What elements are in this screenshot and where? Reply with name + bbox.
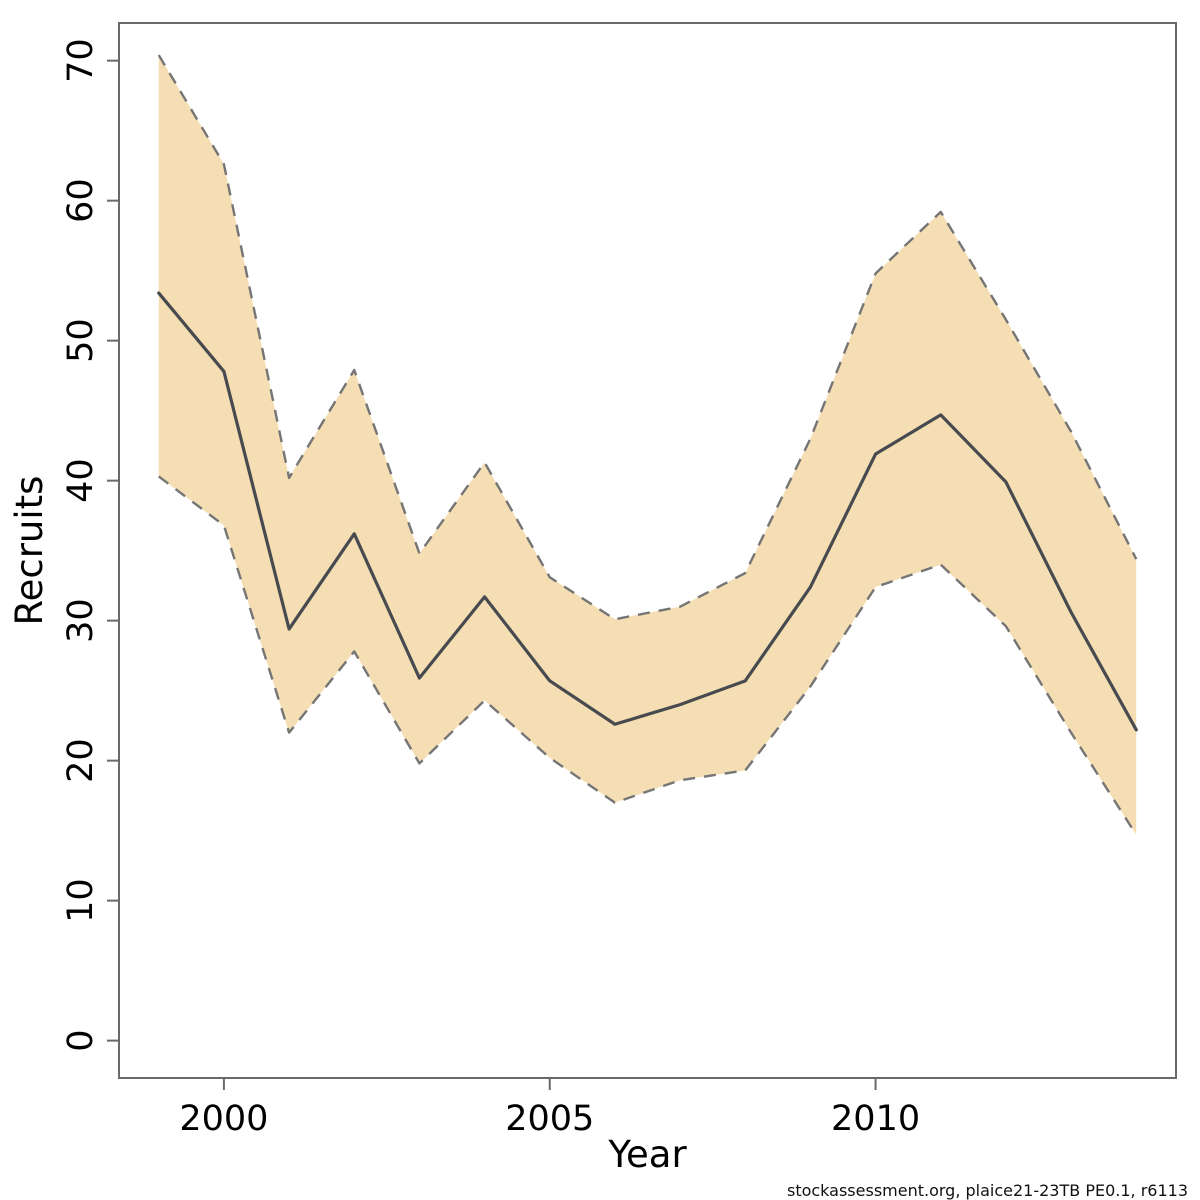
x-axis-label: Year	[607, 1133, 687, 1176]
y-tick-label: 40	[61, 458, 101, 503]
upper-ci-line	[157, 54, 1138, 621]
chart-generated-layer: 2000 2005 2010 0 10 20 30 40 50 60 70	[61, 22, 1177, 1139]
y-tick-label: 70	[61, 38, 101, 83]
y-tick-label: 60	[61, 178, 101, 223]
y-tick-label: 10	[61, 878, 101, 923]
y-tick-label: 20	[61, 738, 101, 783]
y-tick-label: 0	[61, 1029, 101, 1051]
footer-credit: stockassessment.org, plaice21-23TB PE0.1…	[787, 1181, 1188, 1200]
y-axis-label: Recruits	[8, 476, 51, 626]
x-tick-label: 2005	[505, 1099, 594, 1139]
y-tick-label: 30	[61, 598, 101, 643]
plot-box	[118, 22, 1177, 1079]
median-line	[157, 291, 1138, 732]
lower-ci-line	[158, 475, 1138, 836]
x-tick-label: 2000	[179, 1099, 268, 1139]
y-tick-label: 50	[61, 318, 101, 363]
x-tick-label: 2010	[831, 1099, 920, 1139]
confidence-band	[158, 55, 1137, 835]
